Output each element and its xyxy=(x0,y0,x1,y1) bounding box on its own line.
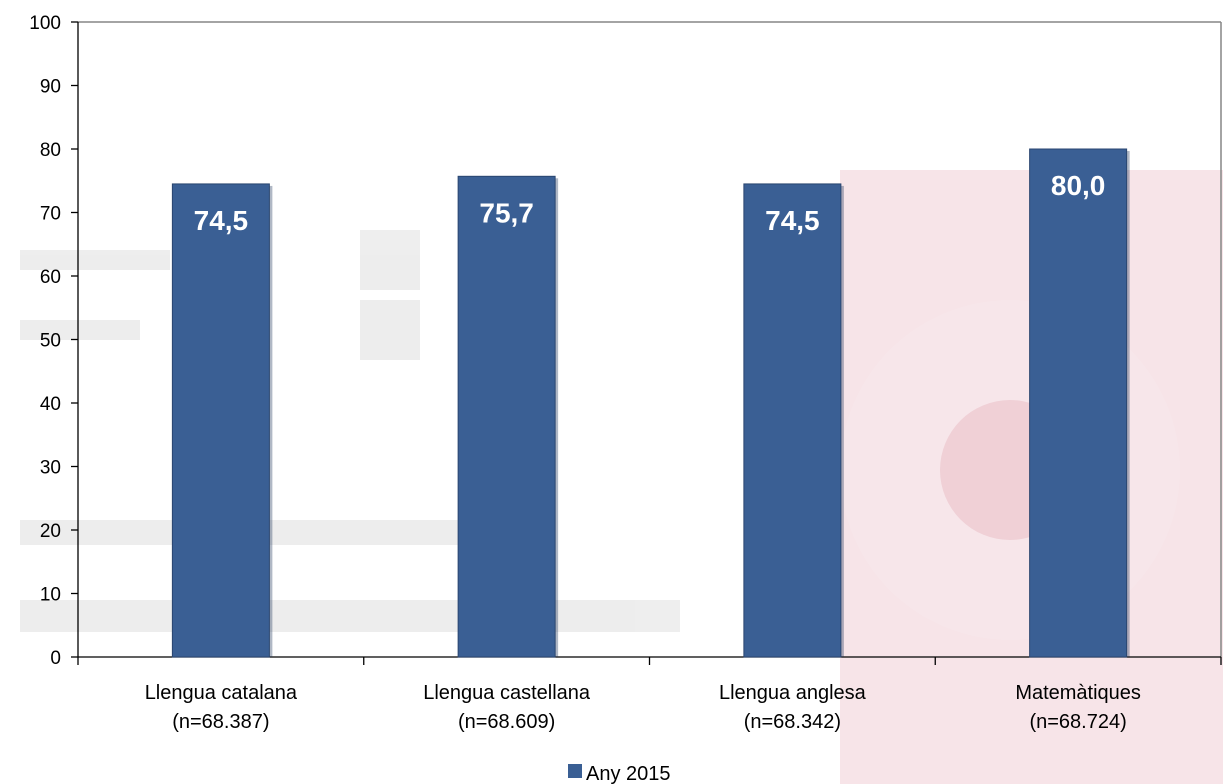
y-tick-label: 90 xyxy=(40,77,61,98)
legend: Any 2015 xyxy=(568,763,671,784)
x-category-label: (n=68.342) xyxy=(744,711,841,733)
x-category-label: Llengua catalana xyxy=(145,682,298,704)
bar xyxy=(171,183,270,658)
category-labels: Llengua catalana (n=68.387) Llengua castel… xyxy=(145,682,1141,733)
bar xyxy=(743,183,842,658)
bar-data-label: 75,7 xyxy=(479,197,534,228)
y-tick-label: 0 xyxy=(50,648,61,669)
x-category-label: Llengua anglesa xyxy=(719,682,867,704)
watermark-text xyxy=(20,230,680,632)
y-tick-label: 80 xyxy=(40,140,61,161)
x-category-label: Llengua castellana xyxy=(423,682,591,704)
bar-data-label: 74,5 xyxy=(765,205,820,236)
tick-labels: 0 10 20 30 40 50 60 70 80 90 100 xyxy=(29,13,61,669)
y-tick-label: 40 xyxy=(40,394,61,415)
legend-label: Any 2015 xyxy=(586,763,671,784)
x-category-label: Matemàtiques xyxy=(1015,682,1141,704)
bar-data-label: 80,0 xyxy=(1051,170,1106,201)
legend-swatch xyxy=(568,764,582,778)
x-category-label: (n=68.724) xyxy=(1029,711,1126,733)
x-category-label: (n=68.609) xyxy=(458,711,555,733)
bar-data-label: 74,5 xyxy=(194,205,249,236)
y-tick-label: 20 xyxy=(40,521,61,542)
bar-series xyxy=(171,148,1130,658)
x-category-label: (n=68.387) xyxy=(172,711,269,733)
bar xyxy=(457,175,556,658)
y-tick-label: 50 xyxy=(40,331,61,352)
y-tick-label: 100 xyxy=(29,13,61,34)
y-tick-label: 70 xyxy=(40,204,61,225)
bar xyxy=(1029,148,1128,658)
y-tick-label: 10 xyxy=(40,585,61,606)
y-tick-label: 60 xyxy=(40,267,61,288)
y-tick-label: 30 xyxy=(40,458,61,479)
data-labels: 74,5 75,7 74,5 80,0 xyxy=(194,170,1106,236)
